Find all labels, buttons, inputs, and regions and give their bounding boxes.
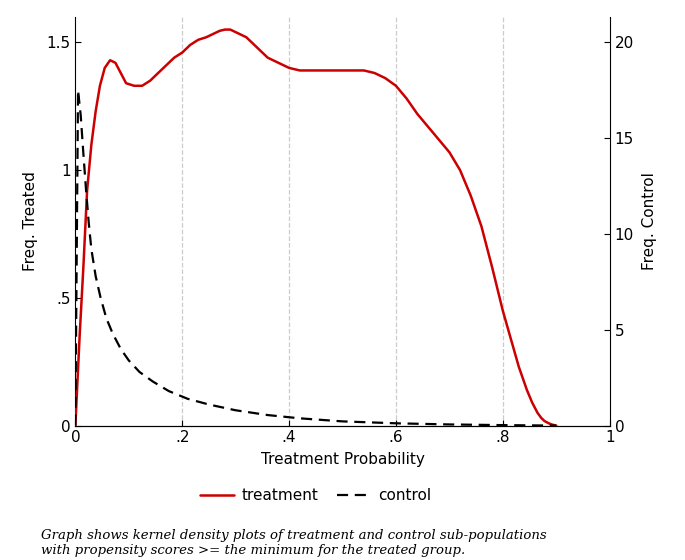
- treatment: [71, 422, 79, 429]
- X-axis label: Treatment Probability: Treatment Probability: [260, 452, 425, 468]
- control: [109, 330, 117, 337]
- control: [79, 150, 88, 157]
- treatment: [162, 62, 171, 69]
- control: [74, 87, 82, 94]
- control: [97, 294, 105, 301]
- control: [392, 420, 400, 427]
- treatment: [523, 386, 531, 393]
- control: [84, 219, 92, 226]
- control: [82, 186, 90, 193]
- control: [92, 273, 100, 279]
- control: [116, 346, 125, 352]
- control: [499, 422, 507, 428]
- control: [184, 395, 192, 402]
- Legend: treatment, control: treatment, control: [195, 482, 437, 510]
- Y-axis label: Freq. Treated: Freq. Treated: [23, 171, 38, 271]
- treatment: [221, 26, 229, 33]
- control: [164, 388, 173, 394]
- Line: control: control: [75, 90, 556, 426]
- Line: treatment: treatment: [75, 30, 556, 426]
- control: [552, 422, 560, 429]
- treatment: [92, 108, 100, 115]
- Text: Graph shows kernel density plots of treatment and control sub-populations
with p: Graph shows kernel density plots of trea…: [41, 529, 547, 557]
- Y-axis label: Freq. Control: Freq. Control: [642, 172, 657, 270]
- control: [445, 421, 453, 428]
- control: [125, 357, 133, 364]
- treatment: [285, 64, 293, 71]
- control: [232, 407, 240, 414]
- control: [77, 112, 85, 119]
- treatment: [360, 67, 368, 74]
- control: [338, 418, 347, 424]
- control: [71, 422, 79, 429]
- control: [296, 415, 304, 422]
- control: [541, 422, 549, 429]
- control: [87, 246, 95, 253]
- control: [102, 315, 110, 321]
- treatment: [552, 422, 560, 429]
- control: [136, 368, 144, 375]
- treatment: [130, 82, 138, 89]
- control: [149, 378, 157, 385]
- control: [264, 412, 272, 418]
- control: [205, 401, 213, 408]
